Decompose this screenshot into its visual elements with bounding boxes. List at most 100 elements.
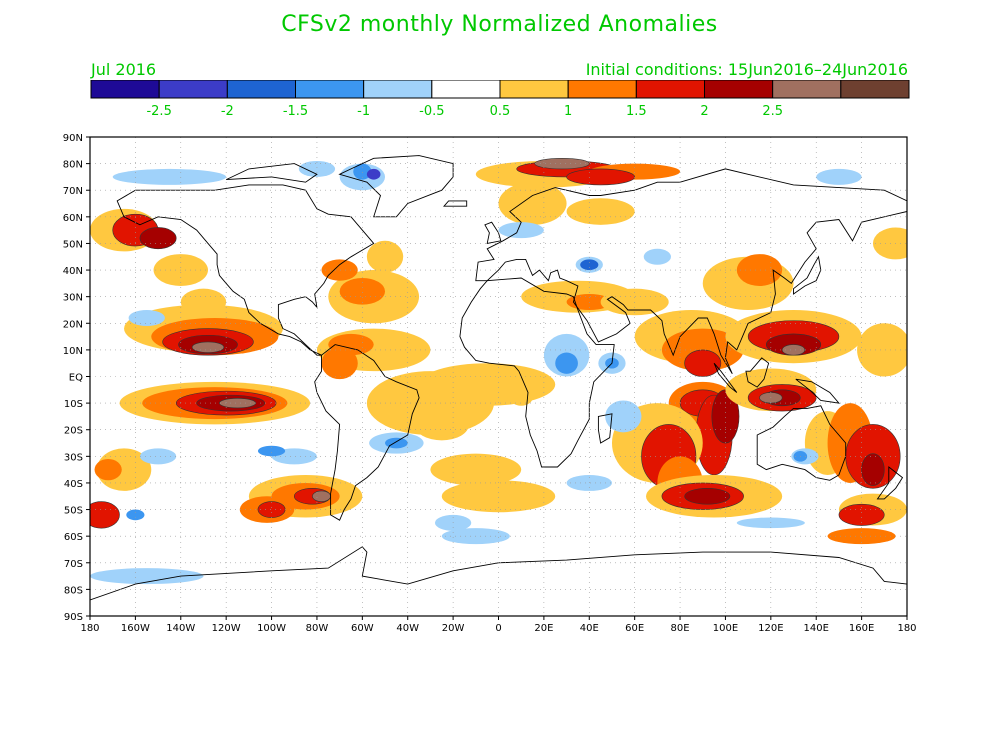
anomaly-contour (861, 453, 885, 486)
anomaly-contour (555, 352, 578, 374)
latitude-label: 40S (64, 479, 83, 490)
longitude-label: 60E (625, 623, 644, 634)
longitude-label: 180 (897, 623, 916, 634)
anomaly-contour (321, 347, 358, 380)
latitude-label: 70N (63, 186, 83, 197)
longitude-label: 0 (495, 623, 501, 634)
anomaly-contour (312, 490, 331, 502)
longitude-label: 100E (713, 623, 738, 634)
longitude-label: 160E (849, 623, 874, 634)
longitude-label: 160W (121, 623, 150, 634)
anomaly-contour (498, 222, 544, 239)
anomaly-contour (566, 168, 635, 186)
colorbar-tick-label: 2 (700, 104, 708, 119)
longitude-label: 80E (671, 623, 690, 634)
coastline (90, 546, 907, 616)
longitude-label: 20W (442, 623, 465, 634)
longitude-label: 20E (534, 623, 553, 634)
coastline (475, 168, 907, 375)
anomaly-contour (366, 240, 404, 273)
anomaly-contour (498, 182, 567, 225)
coastline (713, 362, 738, 393)
anomaly-contour (643, 248, 671, 265)
coastline (793, 255, 822, 295)
latitude-label: 50S (64, 506, 83, 517)
anomaly-contour (441, 480, 556, 513)
anomaly-contour (684, 487, 731, 505)
anomaly-contour (534, 157, 590, 170)
anomaly-contour (180, 288, 227, 316)
anomaly-contour (605, 400, 642, 433)
anomaly-contour (419, 363, 556, 406)
longitude-label: 180 (80, 623, 99, 634)
colorbar-tick-label: 1 (564, 104, 572, 119)
anomaly-contour (781, 344, 806, 356)
anomaly-contour (321, 259, 358, 281)
colorbar-swatch (840, 80, 910, 99)
anomaly-contour (857, 323, 907, 377)
anomaly-contour (414, 408, 469, 441)
longitude-label: 120E (758, 623, 783, 634)
coastline (876, 466, 904, 500)
anomaly-contour (112, 168, 227, 185)
latitude-label: EQ (69, 373, 83, 384)
anomaly-contour (96, 448, 152, 491)
anomaly-contour (94, 458, 122, 481)
anomaly-contour (600, 288, 669, 316)
latitude-label: 20S (64, 426, 83, 437)
forecast-month-label: Jul 2016 (91, 60, 157, 79)
coastline (226, 163, 318, 183)
latitude-label: 90N (63, 133, 83, 144)
latitude-label: 80S (64, 585, 83, 596)
anomaly-contour (90, 568, 204, 585)
latitude-label: 20N (63, 319, 83, 330)
longitude-label: 40E (580, 623, 599, 634)
longitude-label: 80W (306, 623, 329, 634)
coastline (795, 378, 841, 404)
anomaly-contour (298, 160, 336, 177)
anomaly-contour (257, 501, 286, 518)
longitude-label: 140E (804, 623, 829, 634)
latitude-label: 80N (63, 160, 83, 171)
chart-title: CFSv2 monthly Normalized Anomalies (281, 12, 718, 37)
coastline (116, 184, 375, 356)
latitude-label: 10S (64, 399, 83, 410)
coastline (597, 413, 613, 444)
longitude-label: 60W (351, 623, 374, 634)
colorbar-tick-label: 2.5 (762, 104, 783, 119)
coastline (443, 200, 468, 207)
anomaly-contour (684, 349, 722, 377)
coastline (745, 357, 770, 388)
colorbar-tick-label: -2.5 (146, 104, 171, 119)
anomaly-contour (90, 501, 120, 529)
anomaly-contour (339, 278, 386, 305)
anomaly-contour (126, 509, 145, 521)
anomaly-contour (128, 309, 165, 326)
initial-conditions-label: Initial conditions: 15Jun2016–24Jun2016 (585, 60, 908, 79)
coastline (459, 277, 615, 468)
coastline (338, 155, 454, 218)
colorbar-tick-label: 1.5 (626, 104, 647, 119)
anomaly-contour (566, 198, 635, 225)
anomaly-contour (385, 437, 408, 449)
latitude-label: 90S (64, 612, 83, 623)
colorbar-tick-label: -1.5 (283, 104, 308, 119)
longitude-label: 120W (212, 623, 241, 634)
latitude-label: 50N (63, 239, 83, 250)
coastline (314, 344, 420, 521)
anomaly-contour (566, 294, 612, 310)
latitude-label: 60S (64, 532, 83, 543)
anomaly-contour (580, 259, 599, 271)
anomaly-contour (191, 341, 225, 353)
longitude-label: 100W (257, 623, 286, 634)
anomaly-contour (366, 168, 381, 180)
anomaly-contour (139, 227, 177, 250)
anomaly-contour (139, 448, 177, 465)
anomaly-contour (872, 227, 907, 260)
latitude-label: 60N (63, 213, 83, 224)
colorbar-tick-label: 0.5 (490, 104, 511, 119)
longitude-label: 40W (396, 623, 419, 634)
anomaly-contour (827, 528, 896, 545)
coastline (484, 221, 502, 244)
